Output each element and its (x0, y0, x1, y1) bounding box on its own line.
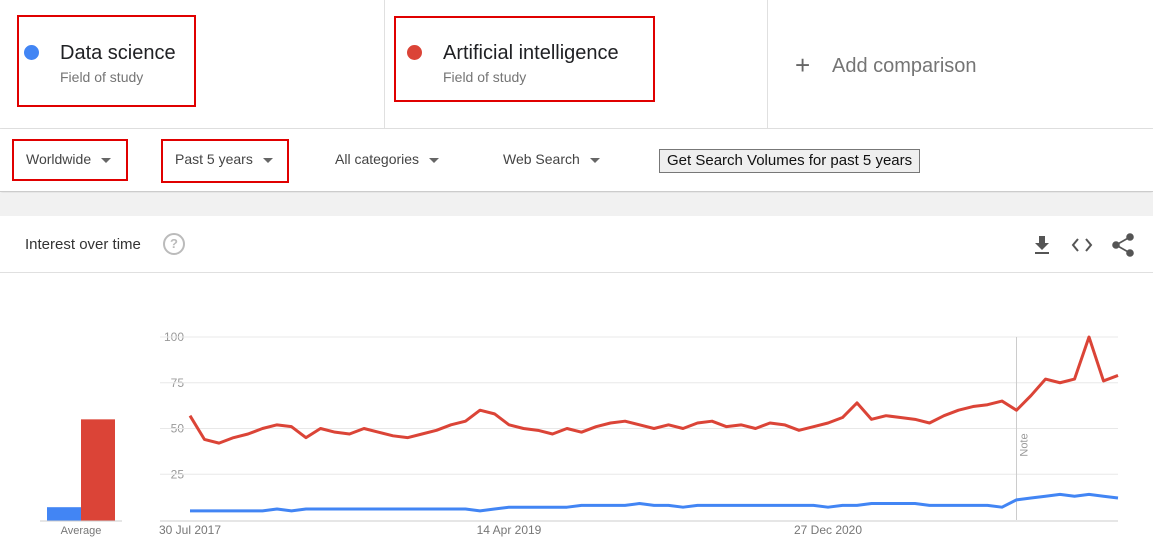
average-label: Average (61, 525, 102, 537)
add-comparison[interactable]: Add comparison (832, 55, 977, 77)
comparison-term[interactable]: Data science (60, 42, 176, 64)
divider (384, 0, 385, 128)
gap (0, 193, 1153, 216)
series-dot (407, 45, 422, 60)
filter-label: All categories (335, 151, 420, 167)
filter-dropdown[interactable]: All categories (335, 151, 440, 167)
note-label: Note (1019, 433, 1031, 456)
filter-bar (0, 129, 1153, 192)
highlight-box (161, 139, 289, 183)
card-actions (1035, 233, 1134, 257)
filter-label: Past 5 years (175, 151, 253, 167)
x-tick-label: 30 Jul 2017 (159, 523, 221, 537)
filter-label: Web Search (503, 151, 580, 167)
highlight-box (394, 16, 655, 102)
comparison-term[interactable]: Artificial intelligence (443, 42, 619, 64)
series-line (188, 335, 1119, 445)
add-icon[interactable]: + (795, 50, 811, 80)
download-icon[interactable] (1035, 236, 1049, 254)
share-icon[interactable] (1112, 233, 1134, 257)
comparison-type: Field of study (60, 69, 144, 85)
series-line (190, 492, 1119, 513)
divider (767, 0, 768, 128)
average-bar (81, 419, 115, 521)
highlight-box (17, 15, 196, 107)
average-bar (47, 507, 81, 521)
series-dot (24, 45, 39, 60)
comparison-type: Field of study (443, 69, 527, 85)
x-tick-label: 27 Dec 2020 (794, 523, 862, 537)
filter-dropdown[interactable]: Web Search (503, 151, 600, 167)
comparison-bar (0, 0, 1153, 129)
x-tick-label: 14 Apr 2019 (477, 523, 542, 537)
embed-icon[interactable] (1071, 238, 1093, 252)
filter-dropdown[interactable]: Worldwide (26, 151, 112, 167)
filter-label: Worldwide (26, 151, 92, 167)
card-divider (0, 272, 1153, 273)
filter-dropdown[interactable]: Past 5 years (175, 151, 273, 167)
highlight-box (12, 139, 128, 181)
help-icon[interactable]: ? (163, 233, 185, 255)
volume-button[interactable]: Get Search Volumes for past 5 years (659, 149, 921, 173)
card-title: Interest over time (25, 236, 141, 253)
